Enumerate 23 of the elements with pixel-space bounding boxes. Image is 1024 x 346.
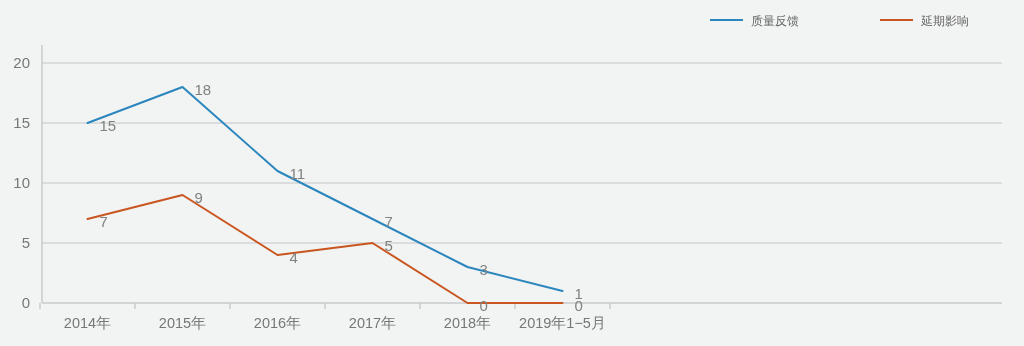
y-tick-label: 5 [21,234,30,251]
data-label: 9 [194,189,203,206]
data-label: 7 [99,213,108,230]
data-label: 1 [574,285,583,302]
data-label: 7 [384,213,393,230]
y-tick-label: 10 [13,174,30,191]
data-label: 15 [99,117,117,134]
data-label: 4 [289,249,298,266]
x-tick-label: 2019年1−5月 [519,315,606,331]
legend-label: 延期影响 [920,14,969,28]
x-tick-label: 2018年 [443,315,492,331]
y-tick-label: 15 [13,114,30,131]
x-tick-label: 2015年 [158,315,207,331]
x-tick-label: 2014年 [63,315,112,331]
y-tick-label: 0 [21,294,30,311]
data-label: 11 [289,165,306,182]
data-label: 18 [194,81,212,98]
x-tick-label: 2016年 [253,315,302,331]
data-label: 5 [384,237,393,254]
y-tick-label: 20 [13,54,30,71]
line-series [86,86,564,292]
legend-label: 质量反馈 [751,14,799,28]
x-tick-label: 2017年 [348,315,397,331]
